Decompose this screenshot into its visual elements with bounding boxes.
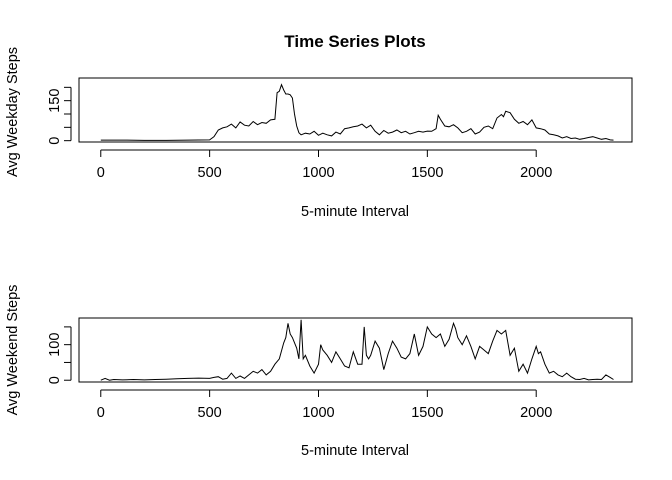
weekday-series-line — [100, 83, 614, 141]
x-axis-label: 5-minute Interval — [301, 204, 409, 220]
y-tick-label: 0 — [47, 137, 63, 145]
y-tick-label: 100 — [47, 333, 63, 357]
x-axis: 0 500 1000 1500 2000 — [97, 389, 552, 421]
x-axis-label: 5-minute Interval — [301, 443, 409, 459]
x-tick-label: 500 — [198, 165, 222, 181]
weekend-series-line — [100, 319, 614, 381]
y-tick-label: 0 — [47, 376, 63, 384]
plot-box — [78, 317, 633, 383]
chart-title: Time Series Plots — [284, 32, 425, 51]
x-tick-label: 1000 — [302, 405, 334, 421]
y-axis-label: Avg Weekday Steps — [5, 47, 21, 177]
x-tick-label: 0 — [97, 405, 105, 421]
x-tick-label: 1000 — [302, 165, 334, 181]
x-tick-label: 1500 — [411, 165, 443, 181]
y-tick-label: 150 — [47, 89, 63, 113]
x-axis: 0 500 1000 1500 2000 — [97, 149, 552, 181]
y-axis: 0 150 — [47, 86, 72, 145]
x-tick-label: 500 — [198, 405, 222, 421]
x-tick-label: 2000 — [520, 405, 552, 421]
x-tick-label: 0 — [97, 165, 105, 181]
x-tick-label: 1500 — [411, 405, 443, 421]
plot-box — [78, 77, 633, 143]
y-axis: 0 100 — [47, 326, 72, 384]
y-axis-label: Avg Weekend Steps — [5, 285, 21, 416]
x-tick-label: 2000 — [520, 165, 552, 181]
